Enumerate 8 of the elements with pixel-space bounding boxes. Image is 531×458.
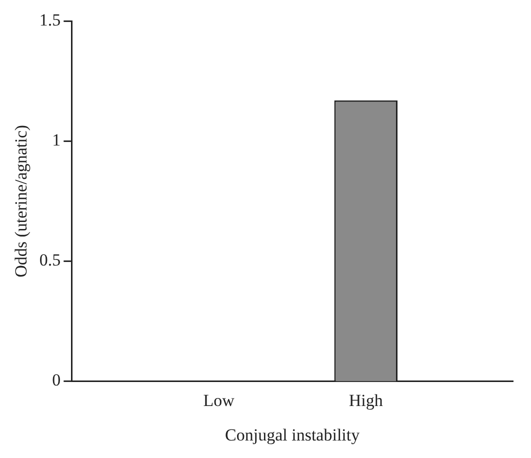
y-tick-label: 0 bbox=[52, 370, 61, 390]
x-tick-label: Low bbox=[203, 390, 236, 410]
y-tick-label: 1.5 bbox=[39, 10, 61, 30]
y-tick-label: 0.5 bbox=[39, 250, 61, 270]
x-tick-label: High bbox=[348, 390, 384, 410]
y-axis-title: Odds (uterine/agnatic) bbox=[12, 124, 31, 278]
y-tick-label: 1 bbox=[52, 130, 61, 150]
x-axis-title: Conjugal instability bbox=[225, 425, 360, 444]
